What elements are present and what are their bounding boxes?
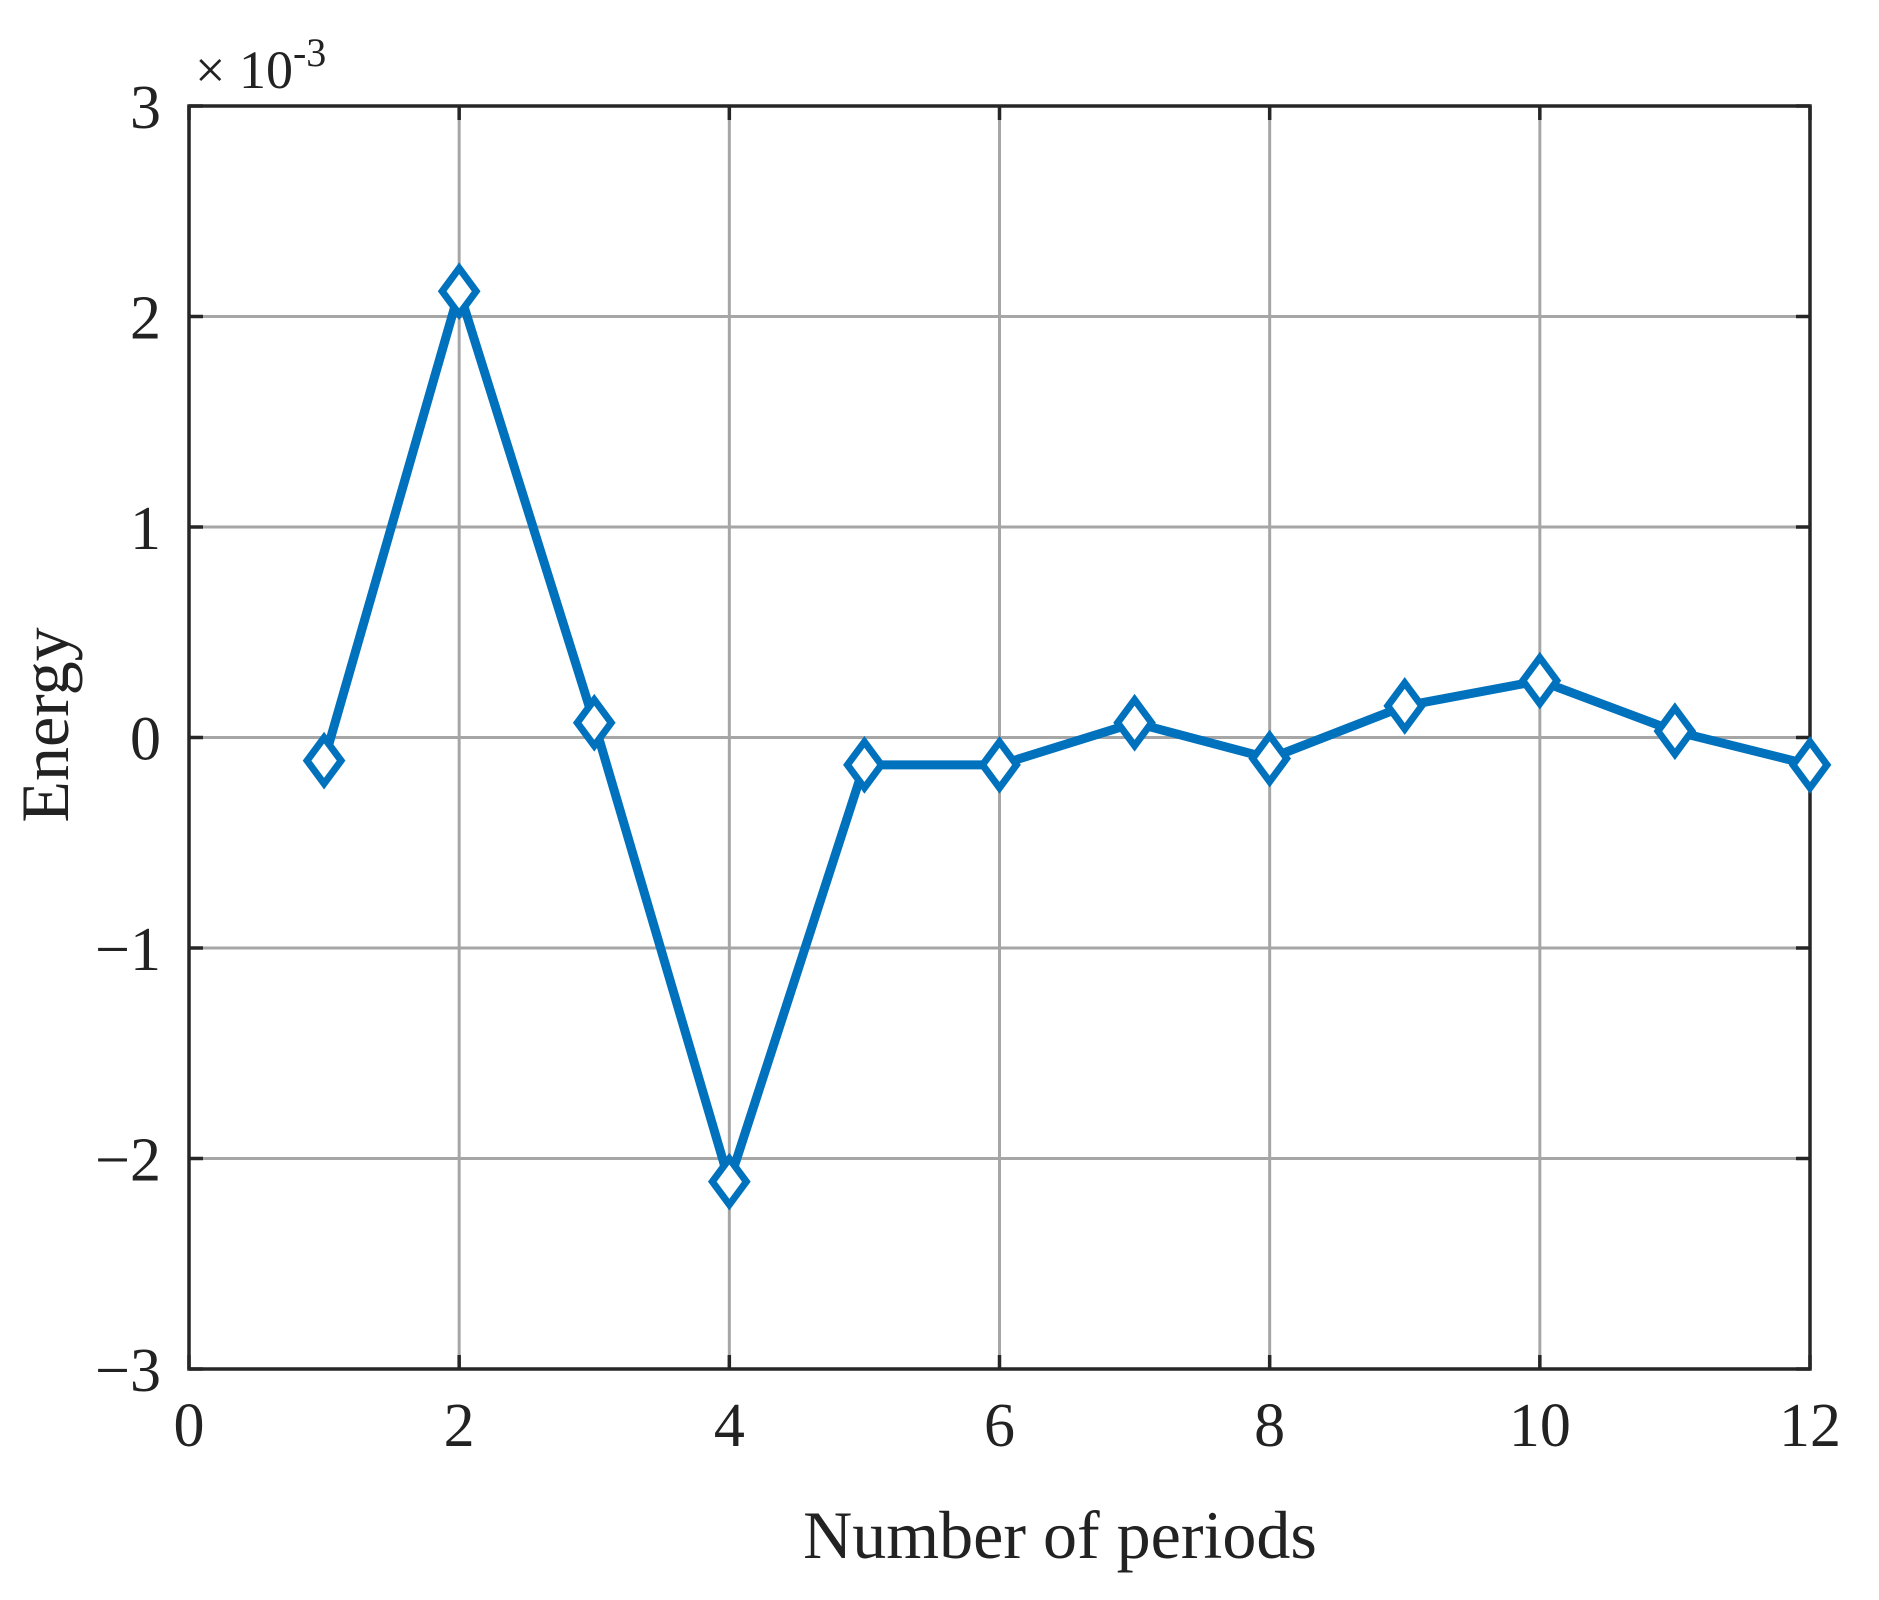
y-tick-label: −3 <box>95 1337 161 1405</box>
data-point-marker <box>437 262 481 321</box>
data-point-marker <box>707 1152 751 1211</box>
data-point-marker <box>1113 693 1156 752</box>
data-point-marker <box>1383 677 1427 735</box>
y-tick-label: −2 <box>95 1127 161 1195</box>
data-point-marker <box>1653 702 1697 761</box>
y-axis-exponent: × 10-3 <box>195 30 326 100</box>
grid-lines <box>189 106 1810 1369</box>
x-tick-label: 4 <box>714 1392 745 1460</box>
y-tick-label: 3 <box>130 74 161 142</box>
y-axis-exponent-base: × 10 <box>195 40 293 100</box>
x-tick-label: 0 <box>174 1392 205 1460</box>
y-tick-label: −1 <box>95 916 161 984</box>
x-tick-labels: 0 2 4 6 8 10 12 <box>174 1392 1842 1460</box>
y-axis-exponent-power: -3 <box>293 30 326 75</box>
x-tick-label: 8 <box>1254 1392 1285 1460</box>
x-tick-label: 6 <box>984 1392 1015 1460</box>
y-tick-label: 1 <box>130 495 161 563</box>
x-tick-label: 12 <box>1779 1392 1841 1460</box>
x-tick-label: 2 <box>444 1392 475 1460</box>
data-point-marker <box>572 693 616 752</box>
x-axis-label: Number of periods <box>803 1497 1317 1573</box>
y-tick-labels: −3 −2 −1 0 1 2 3 <box>95 74 161 1405</box>
series-layer <box>302 262 1832 1211</box>
series-line <box>319 286 1812 1187</box>
data-point-marker <box>1248 729 1292 788</box>
y-tick-label: 2 <box>130 285 161 353</box>
x-tick-label: 10 <box>1509 1392 1571 1460</box>
data-point-marker <box>302 731 346 790</box>
data-point-marker <box>1788 735 1832 794</box>
tick-marks <box>187 104 1812 1371</box>
data-point-marker <box>1518 651 1562 710</box>
data-point-marker <box>978 735 1021 794</box>
data-point-marker <box>843 735 886 794</box>
y-tick-label: 0 <box>130 706 161 774</box>
y-axis-label: Energy <box>7 627 83 822</box>
